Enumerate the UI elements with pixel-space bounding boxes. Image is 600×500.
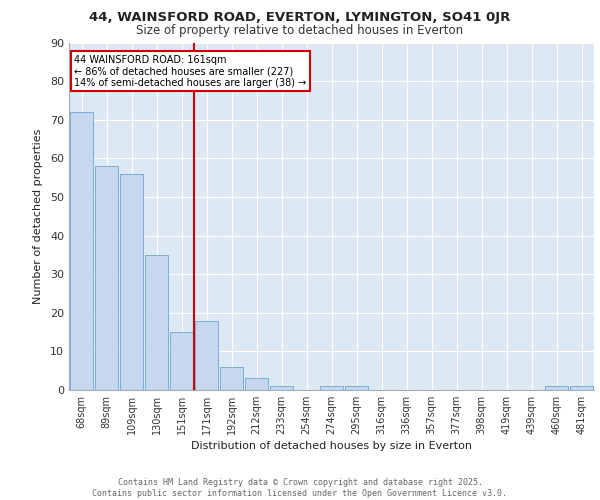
Bar: [345, 386, 368, 390]
Y-axis label: Number of detached properties: Number of detached properties: [33, 128, 43, 304]
Bar: [570, 386, 593, 390]
Text: 44 WAINSFORD ROAD: 161sqm
← 86% of detached houses are smaller (227)
14% of semi: 44 WAINSFORD ROAD: 161sqm ← 86% of detac…: [74, 54, 307, 88]
Bar: [195, 320, 218, 390]
Bar: [320, 386, 343, 390]
Bar: [145, 255, 168, 390]
Text: Contains HM Land Registry data © Crown copyright and database right 2025.
Contai: Contains HM Land Registry data © Crown c…: [92, 478, 508, 498]
Bar: [95, 166, 118, 390]
Bar: [270, 386, 293, 390]
Bar: [170, 332, 193, 390]
Bar: [545, 386, 568, 390]
Bar: [120, 174, 143, 390]
Bar: [70, 112, 93, 390]
Bar: [220, 367, 243, 390]
Text: 44, WAINSFORD ROAD, EVERTON, LYMINGTON, SO41 0JR: 44, WAINSFORD ROAD, EVERTON, LYMINGTON, …: [89, 11, 511, 24]
Text: Size of property relative to detached houses in Everton: Size of property relative to detached ho…: [136, 24, 464, 37]
Bar: [245, 378, 268, 390]
X-axis label: Distribution of detached houses by size in Everton: Distribution of detached houses by size …: [191, 441, 472, 451]
